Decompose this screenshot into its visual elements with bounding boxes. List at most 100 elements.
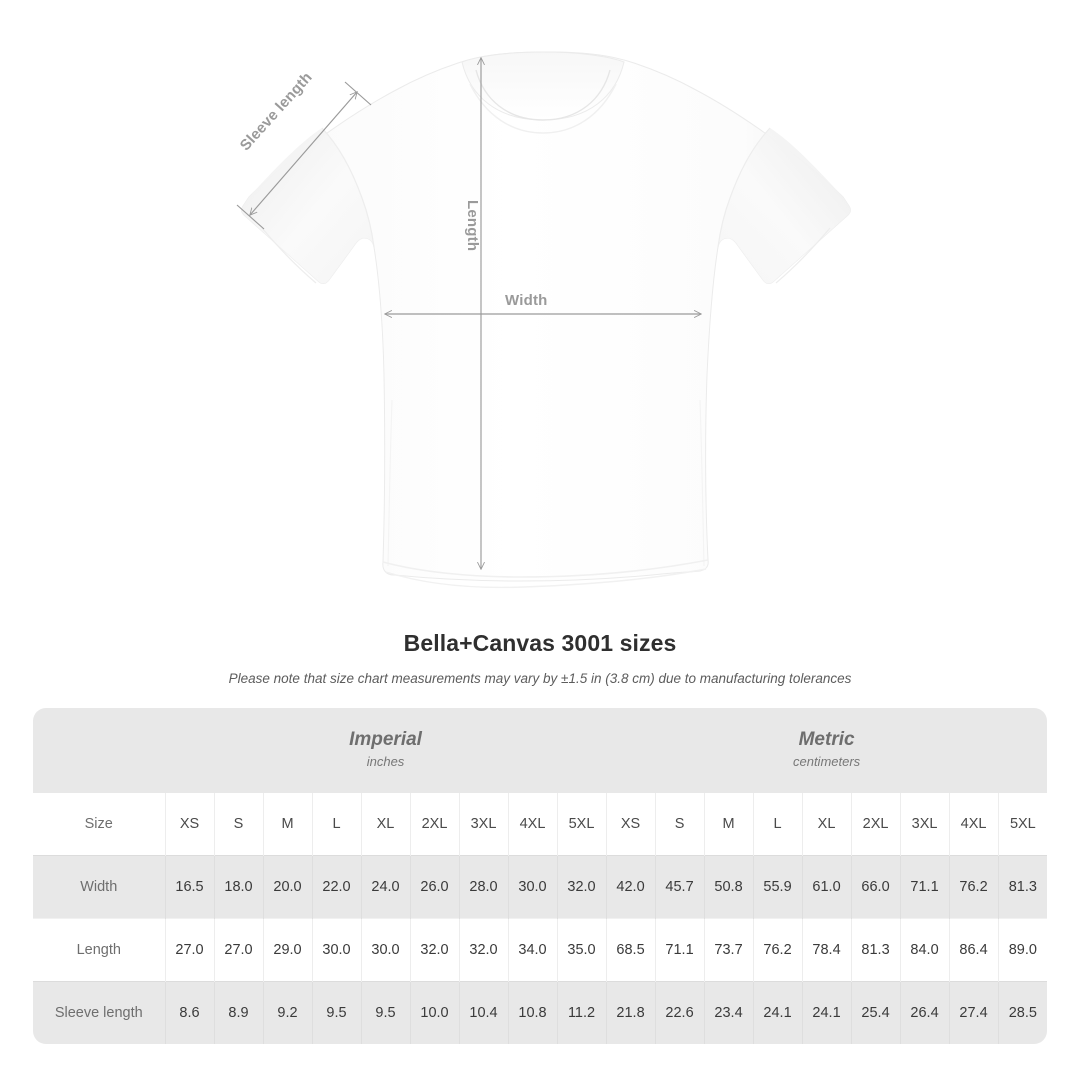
cell-sleeve-length-metric-l: 24.1 — [752, 981, 803, 1044]
cell-sleeve-length-metric-5xl: 28.5 — [997, 981, 1047, 1044]
size-column-header-imperial-4xl: 4XL — [507, 793, 557, 856]
cell-width-metric-4xl: 76.2 — [948, 855, 999, 919]
size-column-header-imperial-5xl: 5XL — [556, 793, 607, 856]
cell-sleeve-length-imperial-3xl: 10.4 — [458, 981, 508, 1044]
cell-length-imperial-3xl: 32.0 — [458, 918, 508, 982]
size-column-header-imperial-xs: XS — [164, 793, 214, 856]
cell-width-imperial-s: 18.0 — [213, 855, 263, 919]
unit-header-imperial: Imperial inches — [165, 708, 607, 793]
size-column-header-imperial-2xl: 2XL — [409, 793, 459, 856]
size-column-header-metric-s: S — [654, 793, 705, 856]
cell-sleeve-length-imperial-xs: 8.6 — [164, 981, 214, 1044]
tshirt-body-shape — [241, 51, 851, 589]
row-label-length: Length — [33, 918, 165, 982]
cell-length-imperial-5xl: 35.0 — [556, 918, 607, 982]
cell-width-metric-s: 45.7 — [654, 855, 705, 919]
cell-sleeve-length-imperial-s: 8.9 — [213, 981, 263, 1044]
tolerance-note: Please note that size chart measurements… — [228, 671, 852, 686]
size-column-header-metric-5xl: 5XL — [997, 793, 1047, 856]
size-column-header-metric-m: M — [703, 793, 754, 856]
cell-width-imperial-xl: 24.0 — [360, 855, 410, 919]
row-label-width: Width — [33, 855, 165, 919]
cell-sleeve-length-imperial-m: 9.2 — [262, 981, 312, 1044]
size-column-header-metric-4xl: 4XL — [948, 793, 999, 856]
size-column-header-imperial-l: L — [311, 793, 361, 856]
cell-width-imperial-xs: 16.5 — [164, 855, 214, 919]
measurement-arrows — [236, 58, 701, 569]
cell-sleeve-length-metric-2xl: 25.4 — [850, 981, 901, 1044]
size-column-header-metric-3xl: 3XL — [899, 793, 950, 856]
cell-length-imperial-s: 27.0 — [213, 918, 263, 982]
sleeve-tick-lower — [236, 204, 265, 230]
cell-length-metric-5xl: 89.0 — [997, 918, 1047, 982]
cell-length-metric-2xl: 81.3 — [850, 918, 901, 982]
tshirt-diagram: Sleeve length Length Width — [236, 51, 851, 589]
unit-name-metric: Metric — [798, 729, 855, 751]
row-label-sleeve-length: Sleeve length — [33, 981, 165, 1044]
size-header-row: Size XS S M L XL 2XL 3XL 4XL 5XL XS S M L XL 2XL 3XL 4XL 5… — [33, 793, 1047, 856]
size-column-header-imperial-m: M — [262, 793, 312, 856]
heading-block: Bella+Canvas 3001 sizes Please note that… — [0, 630, 1080, 686]
table-row: Length 27.0 27.0 29.0 30.0 30.0 32.0 32.0 34.0 35… — [33, 918, 1047, 982]
cell-length-imperial-4xl: 34.0 — [507, 918, 557, 982]
unit-sub-metric: centimeters — [792, 753, 861, 769]
size-column-header-metric-xs: XS — [605, 793, 656, 856]
cell-length-metric-s: 71.1 — [654, 918, 705, 982]
size-chart-table-container: Imperial inches Metric centimeters Size X… — [33, 708, 1047, 1044]
cell-width-metric-l: 55.9 — [752, 855, 803, 919]
cell-length-metric-l: 76.2 — [752, 918, 803, 982]
cell-width-metric-3xl: 71.1 — [899, 855, 950, 919]
cell-length-imperial-2xl: 32.0 — [409, 918, 459, 982]
table-row: Width 16.5 18.0 20.0 22.0 24.0 26.0 28.0 30.0 32.… — [33, 855, 1047, 919]
cell-length-imperial-xs: 27.0 — [164, 918, 214, 982]
cell-sleeve-length-metric-s: 22.6 — [654, 981, 705, 1044]
cell-width-imperial-4xl: 30.0 — [507, 855, 557, 919]
cell-width-metric-xl: 61.0 — [801, 855, 852, 919]
cell-sleeve-length-metric-xl: 24.1 — [801, 981, 852, 1044]
cell-length-metric-xl: 78.4 — [801, 918, 852, 982]
cell-width-metric-m: 50.8 — [703, 855, 754, 919]
unit-sub-imperial: inches — [366, 753, 405, 769]
cell-width-metric-2xl: 66.0 — [850, 855, 901, 919]
size-column-header-imperial-s: S — [213, 793, 263, 856]
unit-header-metric: Metric centimeters — [606, 708, 1047, 793]
cell-width-metric-xs: 42.0 — [605, 855, 656, 919]
cell-sleeve-length-imperial-4xl: 10.8 — [507, 981, 557, 1044]
cell-length-imperial-l: 30.0 — [311, 918, 361, 982]
cell-length-imperial-xl: 30.0 — [360, 918, 410, 982]
cell-sleeve-length-metric-m: 23.4 — [703, 981, 754, 1044]
cell-length-metric-m: 73.7 — [703, 918, 754, 982]
page-title: Bella+Canvas 3001 sizes — [403, 630, 677, 656]
size-column-header-imperial-3xl: 3XL — [458, 793, 508, 856]
unit-name-imperial: Imperial — [349, 729, 422, 751]
cell-sleeve-length-metric-3xl: 26.4 — [899, 981, 950, 1044]
cell-sleeve-length-imperial-5xl: 11.2 — [556, 981, 607, 1044]
sleeve-length-arrow — [250, 92, 357, 215]
cell-sleeve-length-metric-4xl: 27.4 — [948, 981, 999, 1044]
size-column-header-metric-2xl: 2XL — [850, 793, 901, 856]
cell-sleeve-length-metric-xs: 21.8 — [605, 981, 656, 1044]
cell-width-imperial-5xl: 32.0 — [556, 855, 607, 919]
cell-length-imperial-m: 29.0 — [262, 918, 312, 982]
cell-length-metric-4xl: 86.4 — [948, 918, 999, 982]
size-column-header-metric-l: L — [752, 793, 803, 856]
length-label: Length — [464, 200, 481, 252]
cell-width-imperial-m: 20.0 — [262, 855, 312, 919]
table-row: Sleeve length 8.6 8.9 9.2 9.5 9.5 10.0 10.4 10.8… — [33, 981, 1047, 1044]
size-column-header-imperial-xl: XL — [360, 793, 410, 856]
cell-width-imperial-2xl: 26.0 — [409, 855, 459, 919]
unit-header-row: Imperial inches Metric centimeters — [33, 708, 1047, 793]
cell-length-metric-3xl: 84.0 — [899, 918, 950, 982]
size-chart-table: Imperial inches Metric centimeters Size X… — [33, 708, 1047, 1044]
cell-sleeve-length-imperial-l: 9.5 — [311, 981, 361, 1044]
cell-length-metric-xs: 68.5 — [605, 918, 656, 982]
size-column-header-metric-xl: XL — [801, 793, 852, 856]
sleeve-tick-upper — [344, 81, 372, 106]
cell-sleeve-length-imperial-xl: 9.5 — [360, 981, 410, 1044]
tshirt-illustration-svg — [236, 51, 851, 589]
cell-width-metric-5xl: 81.3 — [997, 855, 1047, 919]
cell-width-imperial-l: 22.0 — [311, 855, 361, 919]
cell-sleeve-length-imperial-2xl: 10.0 — [409, 981, 459, 1044]
size-header-label: Size — [33, 793, 165, 856]
cell-width-imperial-3xl: 28.0 — [458, 855, 508, 919]
